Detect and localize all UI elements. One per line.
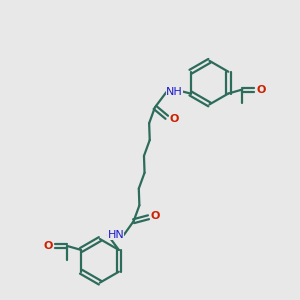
Text: O: O <box>256 85 266 94</box>
Text: NH: NH <box>166 86 183 97</box>
Text: O: O <box>151 211 160 221</box>
Text: O: O <box>44 241 53 251</box>
Text: O: O <box>169 114 178 124</box>
Text: HN: HN <box>107 230 124 240</box>
